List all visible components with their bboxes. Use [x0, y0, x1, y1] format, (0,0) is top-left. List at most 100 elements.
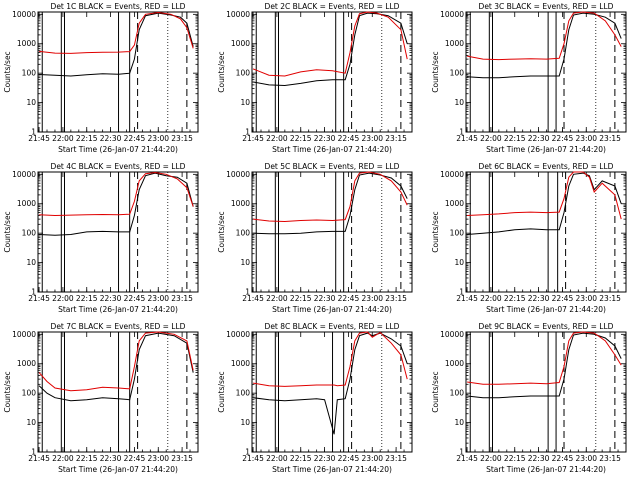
y-tick-label: 10 [240, 98, 250, 107]
x-tick-label: 22:45 [552, 454, 574, 463]
x-tick-label: 21:45 [28, 454, 50, 463]
y-axis-label: Counts/sec [217, 371, 226, 412]
x-tick-label: 22:30 [528, 294, 550, 303]
x-tick-label: 22:45 [552, 294, 574, 303]
x-tick-label: 22:30 [314, 134, 336, 143]
x-tick-label: 23:00 [361, 294, 383, 303]
lld-series-line [253, 331, 408, 387]
y-tick-label: 10000 [226, 170, 250, 179]
lld-series-line [467, 331, 622, 385]
events-series-line [253, 332, 408, 435]
events-series-line [467, 172, 622, 235]
x-tick-label: 22:00 [266, 134, 288, 143]
x-axis-label: Start Time (26-Jan-07 21:44:20) [486, 465, 606, 474]
x-tick-label: 22:00 [52, 134, 74, 143]
x-tick-label: 22:15 [290, 294, 312, 303]
lld-series-line [467, 11, 622, 61]
x-tick-label: 22:00 [266, 454, 288, 463]
x-tick-label: 22:00 [52, 454, 74, 463]
x-tick-label: 23:15 [385, 134, 407, 143]
y-tick-label: 10000 [440, 330, 464, 339]
x-tick-label: 22:15 [290, 134, 312, 143]
y-tick-label: 10000 [12, 10, 36, 19]
plot-frame [251, 171, 413, 293]
y-tick-label: 1000 [17, 39, 36, 48]
y-tick-label: 100 [22, 69, 37, 78]
detector-panel: Det 7C BLACK = Events, RED = LLD Start Ti… [3, 322, 199, 474]
x-tick-label: 23:00 [575, 454, 597, 463]
detector-panel: Det 6C BLACK = Events, RED = LLD Start Ti… [431, 162, 627, 314]
x-tick-label: 22:00 [52, 294, 74, 303]
plot-title: Det 2C BLACK = Events, RED = LLD [265, 2, 400, 11]
x-tick-label: 22:45 [338, 294, 360, 303]
y-axis-label: Counts/sec [217, 211, 226, 252]
x-tick-label: 22:45 [338, 454, 360, 463]
x-tick-label: 23:15 [171, 134, 193, 143]
x-tick-label: 23:00 [575, 134, 597, 143]
events-series-line [467, 332, 622, 399]
y-tick-label: 1 [31, 128, 36, 137]
x-tick-label: 23:15 [599, 454, 621, 463]
x-axis-label: Start Time (26-Jan-07 21:44:20) [272, 145, 392, 154]
x-axis-label: Start Time (26-Jan-07 21:44:20) [58, 145, 178, 154]
y-tick-label: 10 [240, 418, 250, 427]
y-tick-label: 10 [454, 258, 464, 267]
events-series-line [253, 172, 408, 235]
x-tick-label: 22:00 [480, 454, 502, 463]
x-tick-label: 23:15 [385, 294, 407, 303]
x-tick-label: 23:15 [171, 294, 193, 303]
x-tick-label: 22:15 [504, 454, 526, 463]
x-tick-label: 21:45 [28, 134, 50, 143]
y-tick-label: 10000 [12, 170, 36, 179]
plot-frame [251, 331, 413, 453]
y-tick-label: 10 [454, 98, 464, 107]
y-tick-label: 1 [459, 448, 464, 457]
x-tick-label: 21:45 [242, 134, 264, 143]
y-tick-label: 1 [459, 128, 464, 137]
x-tick-label: 21:45 [456, 134, 478, 143]
y-tick-label: 10 [26, 98, 36, 107]
x-tick-label: 22:15 [76, 294, 98, 303]
y-axis-label: Counts/sec [3, 371, 12, 412]
x-tick-label: 23:00 [147, 454, 169, 463]
y-tick-label: 100 [236, 69, 251, 78]
detector-panel: Det 2C BLACK = Events, RED = LLD Start Ti… [217, 2, 413, 154]
y-tick-label: 1000 [445, 199, 464, 208]
x-tick-label: 22:00 [480, 134, 502, 143]
x-tick-label: 22:45 [338, 134, 360, 143]
y-axis-label: Counts/sec [3, 51, 12, 92]
y-tick-label: 100 [450, 229, 465, 238]
events-series-line [39, 12, 194, 77]
x-tick-label: 23:00 [361, 134, 383, 143]
x-tick-label: 21:45 [456, 454, 478, 463]
plot-frame [465, 331, 627, 453]
y-tick-label: 10 [454, 418, 464, 427]
x-tick-label: 22:15 [76, 454, 98, 463]
plot-frame [37, 331, 199, 453]
plot-title: Det 3C BLACK = Events, RED = LLD [479, 2, 614, 11]
y-axis-label: Counts/sec [217, 51, 226, 92]
events-series-line [253, 12, 408, 87]
y-tick-label: 10000 [440, 170, 464, 179]
y-tick-label: 1 [31, 288, 36, 297]
lld-series-line [39, 171, 194, 217]
x-tick-label: 22:30 [314, 294, 336, 303]
y-tick-label: 1 [245, 128, 250, 137]
y-tick-label: 100 [236, 229, 251, 238]
x-tick-label: 22:30 [100, 454, 122, 463]
plot-frame [465, 171, 627, 293]
x-axis-label: Start Time (26-Jan-07 21:44:20) [58, 305, 178, 314]
x-tick-label: 21:45 [242, 294, 264, 303]
y-tick-label: 10000 [440, 10, 464, 19]
events-series-line [39, 172, 194, 236]
x-axis-label: Start Time (26-Jan-07 21:44:20) [486, 305, 606, 314]
x-axis-label: Start Time (26-Jan-07 21:44:20) [272, 305, 392, 314]
x-tick-label: 22:45 [552, 134, 574, 143]
lld-series-line [39, 11, 194, 54]
x-tick-label: 22:30 [100, 294, 122, 303]
x-tick-label: 22:30 [314, 454, 336, 463]
detector-panel: Det 8C BLACK = Events, RED = LLD Start Ti… [217, 322, 413, 474]
events-series-line [38, 332, 194, 402]
lld-series-line [38, 331, 194, 392]
